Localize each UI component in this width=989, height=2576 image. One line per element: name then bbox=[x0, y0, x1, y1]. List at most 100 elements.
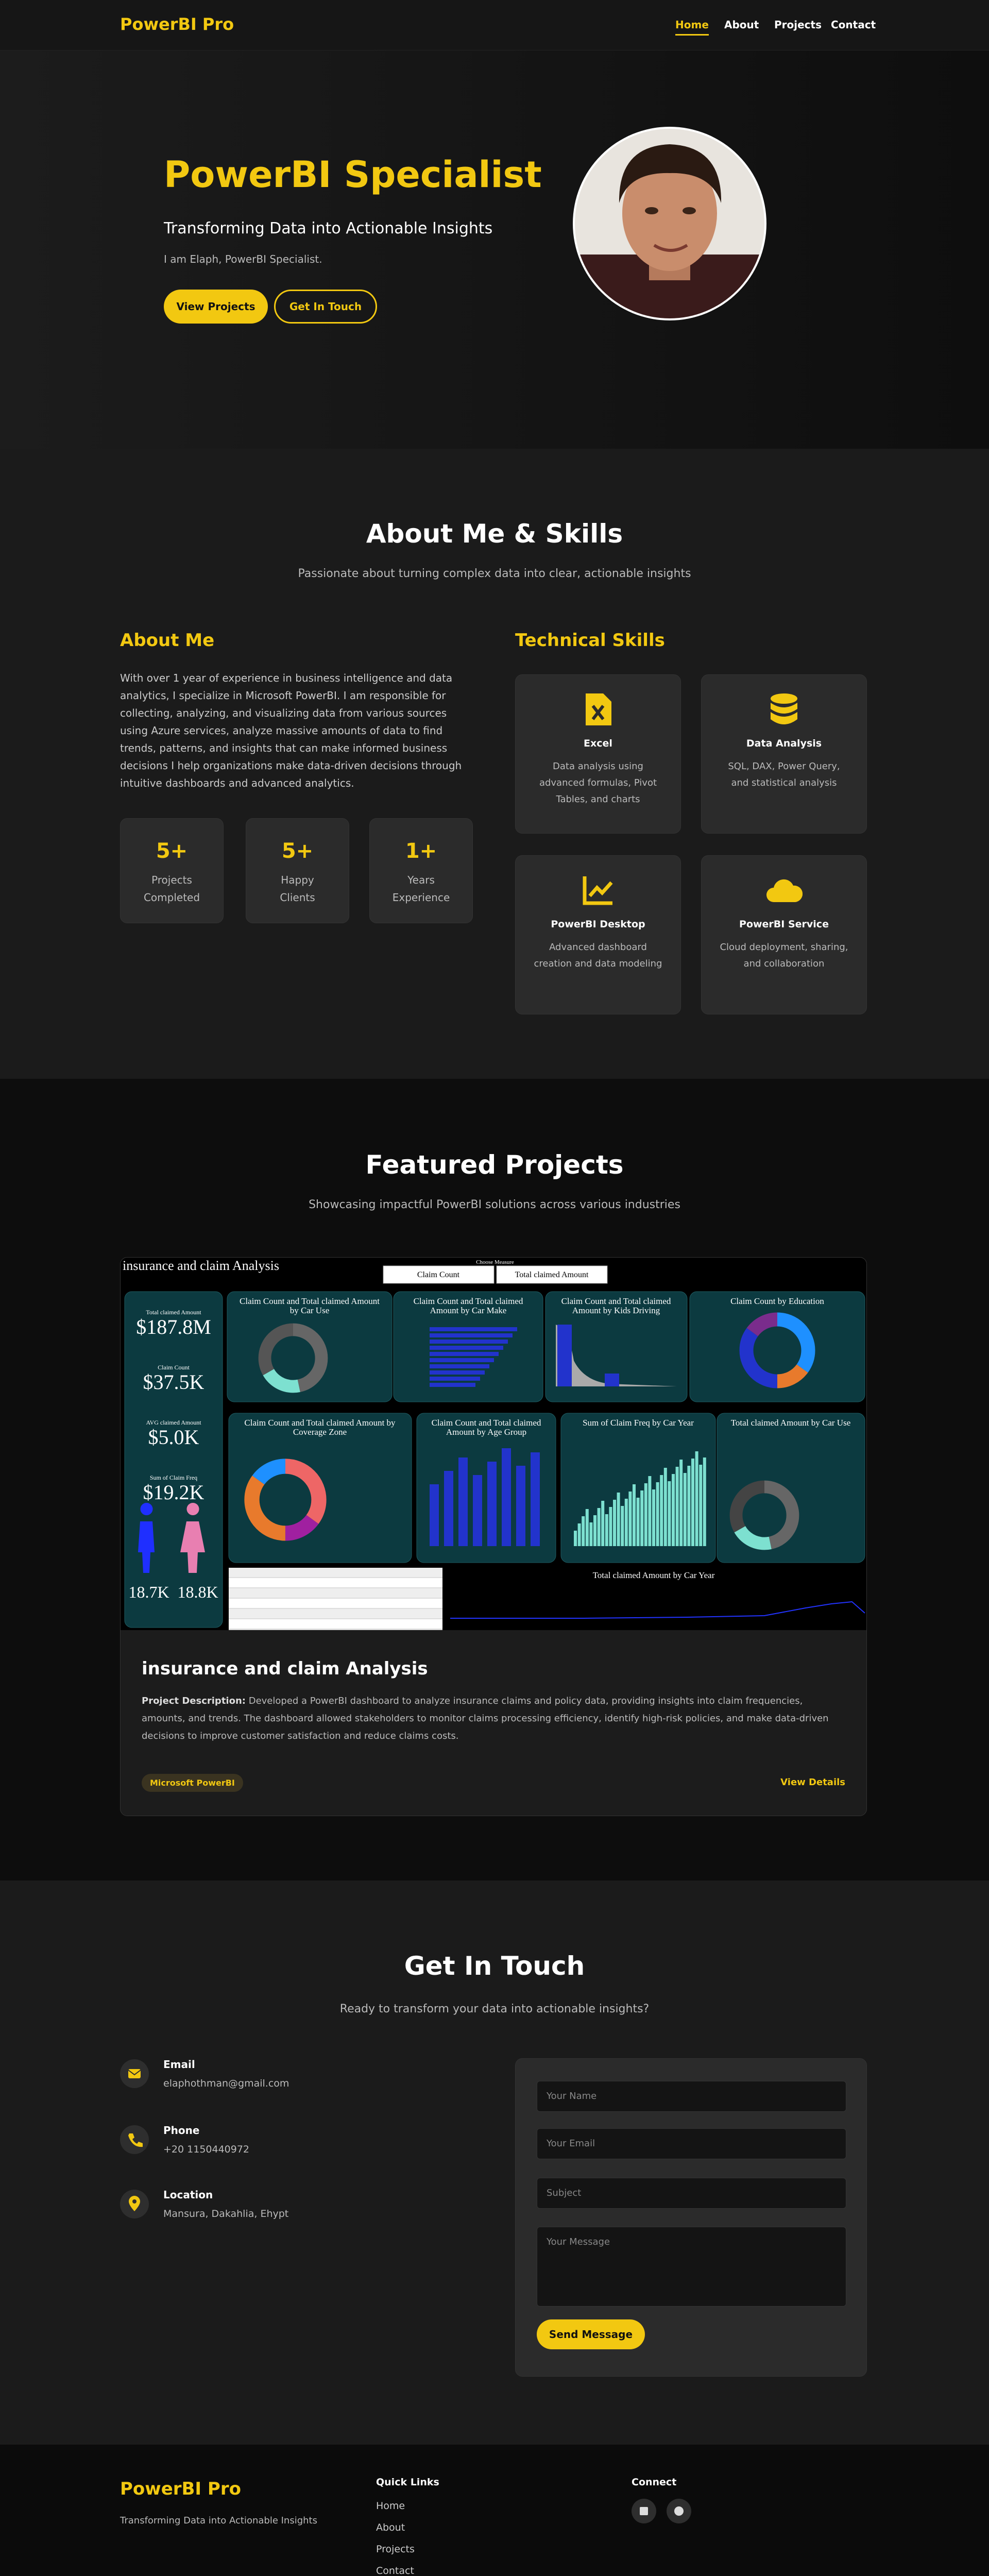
dash-text: 18.7K bbox=[128, 1583, 169, 1601]
skill-card: PowerBI Service Cloud deployment, sharing… bbox=[701, 855, 867, 1014]
footer-link[interactable]: Home bbox=[376, 2500, 405, 2512]
bar bbox=[444, 1471, 453, 1546]
g bbox=[575, 129, 764, 318]
skill-text: Cloud deployment, sharing, and collabora… bbox=[720, 942, 848, 969]
bar bbox=[644, 1483, 647, 1546]
about-text: With over 1 year of experience in busine… bbox=[120, 672, 462, 789]
footer-link[interactable]: Contact bbox=[376, 2565, 414, 2576]
rect bbox=[128, 2069, 141, 2078]
input[interactable]: Your Name bbox=[537, 2081, 846, 2112]
tspan: Total claimed Amount by Car Year bbox=[593, 1570, 715, 1580]
hero: PowerBI Specialist Transforming Data int… bbox=[0, 50, 989, 449]
panel-title: Claim Count and Total claimed Amount by A… bbox=[432, 1418, 541, 1437]
label: Project Description: bbox=[142, 1696, 246, 1706]
textarea[interactable]: Your Message bbox=[537, 2227, 846, 2307]
bar bbox=[531, 1452, 540, 1546]
button[interactable]: View Projects bbox=[164, 290, 268, 324]
icon bbox=[586, 693, 611, 725]
bar bbox=[668, 1481, 671, 1546]
table-row bbox=[229, 1578, 442, 1587]
skill-card: Data Analysis SQL, DAX, Power Query, and … bbox=[701, 674, 867, 834]
button[interactable]: Get In Touch bbox=[274, 290, 377, 324]
bar bbox=[502, 1448, 511, 1546]
path bbox=[591, 705, 605, 720]
ellipse bbox=[622, 156, 717, 271]
skill-name: PowerBI Desktop bbox=[551, 919, 645, 930]
bar bbox=[601, 1501, 605, 1546]
tspan: Claim Count and Total claimed bbox=[414, 1296, 523, 1306]
projects-section: Featured Projects Showcasing impactful P… bbox=[0, 1079, 989, 1880]
dash-text: Claim Count bbox=[158, 1364, 190, 1371]
project-description: Project Description: Developed a PowerBI… bbox=[142, 1692, 847, 1745]
panel-title: Claim Count and Total claimed Amount by C… bbox=[240, 1296, 380, 1315]
nav-link[interactable]: Contact bbox=[831, 19, 876, 31]
bar bbox=[430, 1370, 485, 1375]
value: elaphothman@gmail.com bbox=[163, 2078, 289, 2089]
dash-text: AVG claimed Amount bbox=[146, 1419, 201, 1426]
project-card[interactable]: insurance and claim Analysis Choose Measu… bbox=[120, 1257, 867, 1816]
bar bbox=[577, 1523, 581, 1546]
nav-link[interactable]: About bbox=[724, 19, 759, 31]
section-title: About Me & Skills bbox=[366, 519, 623, 549]
donut-slice bbox=[729, 1480, 799, 1550]
hero-title: PowerBI Specialist bbox=[164, 154, 542, 196]
bar bbox=[589, 1522, 593, 1546]
github[interactable] bbox=[667, 2499, 691, 2523]
bar bbox=[430, 1358, 494, 1362]
nav-link[interactable]: Home bbox=[675, 19, 709, 36]
dashboard-image: insurance and claim Analysis Choose Measu… bbox=[121, 1258, 866, 1630]
donut-slice bbox=[739, 1312, 815, 1388]
button[interactable]: Send Message bbox=[537, 2319, 645, 2349]
bar bbox=[672, 1474, 675, 1546]
link[interactable]: View Details bbox=[780, 1777, 845, 1788]
icon bbox=[120, 2059, 149, 2088]
bar bbox=[609, 1507, 612, 1546]
section-title: Featured Projects bbox=[365, 1150, 624, 1180]
section-subtitle: Passionate about turning complex data in… bbox=[298, 567, 691, 580]
linkedin[interactable] bbox=[632, 2499, 656, 2523]
icon bbox=[583, 876, 613, 905]
tspan: Claim Count and Total claimed bbox=[432, 1418, 541, 1428]
footer-link[interactable]: About bbox=[376, 2522, 405, 2533]
bar bbox=[660, 1475, 663, 1546]
icon bbox=[138, 1503, 155, 1573]
bar bbox=[593, 1515, 596, 1546]
icon bbox=[120, 2190, 149, 2218]
path bbox=[583, 876, 612, 905]
brand[interactable]: PowerBI Pro bbox=[120, 14, 234, 34]
bar bbox=[585, 1509, 589, 1546]
label: Email bbox=[163, 2058, 195, 2071]
path bbox=[619, 144, 722, 203]
panel bbox=[124, 1291, 223, 1628]
bar bbox=[633, 1484, 636, 1546]
skill-text: Advanced dashboard creation and data mod… bbox=[534, 942, 662, 969]
profile-photo bbox=[573, 127, 766, 320]
donut-slice bbox=[258, 1323, 328, 1393]
nav-link[interactable]: Projects bbox=[774, 19, 822, 31]
bar bbox=[695, 1451, 698, 1546]
contact-form: Your Name Your Email Subject Your Messag… bbox=[515, 2058, 867, 2377]
bar bbox=[683, 1473, 687, 1546]
project-title: insurance and claim Analysis bbox=[142, 1658, 428, 1679]
dash-text: Total claimed Amount bbox=[515, 1270, 589, 1279]
bar bbox=[473, 1475, 482, 1546]
value: +20 1150440972 bbox=[163, 2144, 250, 2155]
tspan: Amount by Kids Driving bbox=[572, 1306, 660, 1315]
panel-title: Claim Count and Total claimed Amount by K… bbox=[561, 1296, 671, 1315]
panel-title: Sum of Claim Freq by Car Year bbox=[583, 1418, 694, 1428]
bar bbox=[652, 1489, 655, 1546]
bar bbox=[430, 1340, 508, 1344]
footer-link[interactable]: Projects bbox=[376, 2544, 415, 2555]
input[interactable]: Subject bbox=[537, 2178, 846, 2209]
skill-card: Excel Data analysis using advanced formul… bbox=[515, 674, 681, 834]
table-row bbox=[229, 1599, 442, 1608]
input[interactable]: Your Email bbox=[537, 2128, 846, 2159]
ellipse bbox=[645, 207, 658, 214]
bar bbox=[617, 1493, 620, 1546]
tspan: Claim Count and Total claimed Amount by bbox=[244, 1418, 396, 1428]
bar bbox=[430, 1346, 503, 1350]
tspan: Claim Count and Total claimed Amount bbox=[240, 1296, 380, 1306]
donut-slice bbox=[739, 1312, 815, 1388]
table-row bbox=[229, 1609, 442, 1618]
